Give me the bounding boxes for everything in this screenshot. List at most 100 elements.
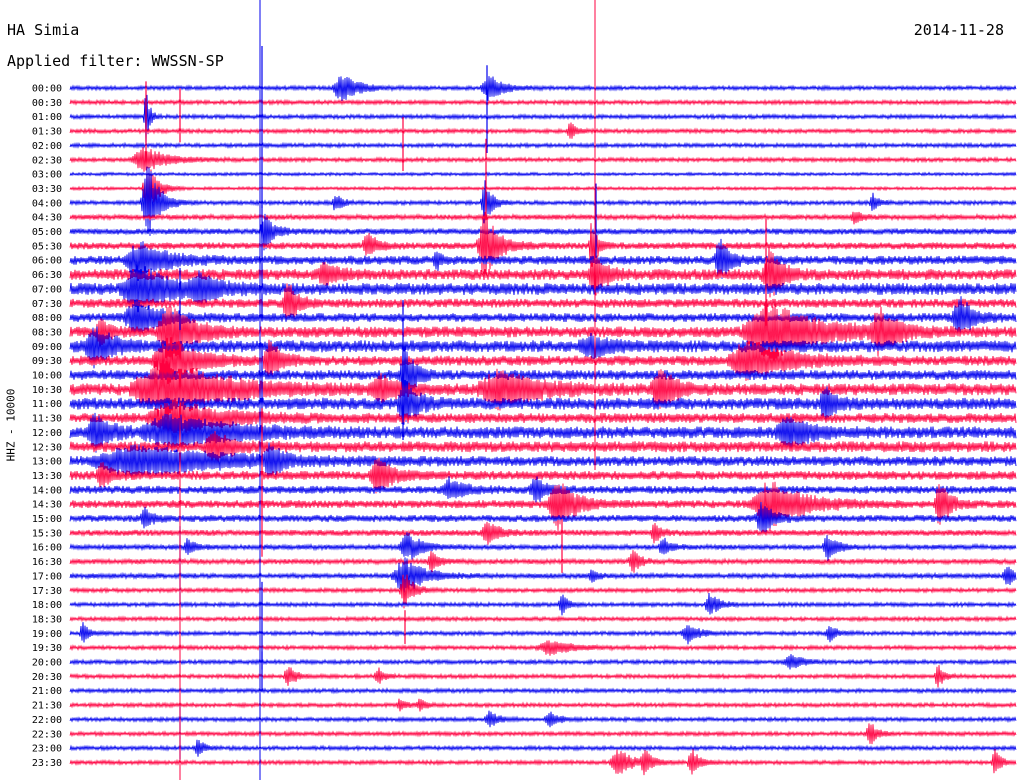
time-label: 12:00 (32, 428, 62, 439)
time-label: 11:30 (32, 414, 62, 425)
time-label: 21:00 (32, 686, 62, 697)
plot-date: 2014-11-28 (913, 21, 1004, 39)
trace-row (69, 76, 1017, 101)
time-label: 13:30 (32, 471, 62, 482)
time-label: 16:30 (32, 557, 62, 568)
trace-row (69, 379, 1017, 425)
trace-row (69, 211, 1017, 225)
trace-row (69, 442, 1017, 478)
time-label: 04:30 (32, 213, 62, 224)
time-label: 08:00 (32, 313, 62, 324)
time-label: 04:00 (32, 198, 62, 209)
time-label: 06:30 (32, 270, 62, 281)
trace-row (69, 342, 1017, 397)
cross-row-spikes-group (145, 0, 767, 780)
trace-row (69, 238, 1017, 281)
time-label: 02:30 (32, 155, 62, 166)
time-label: 20:30 (32, 672, 62, 683)
time-label: 05:00 (32, 227, 62, 238)
trace-row (69, 122, 1017, 139)
trace-row (69, 247, 1017, 298)
time-label: 17:00 (32, 571, 62, 582)
trace-row (69, 686, 1017, 695)
time-label: 21:30 (32, 701, 62, 712)
time-label: 03:30 (32, 184, 62, 195)
trace-row (69, 640, 1017, 656)
time-label: 01:00 (32, 112, 62, 123)
filter-label: Applied filter: WWSSN-SP (7, 52, 224, 70)
time-label: 09:00 (32, 342, 62, 353)
trace-row (69, 739, 1017, 757)
time-label: 12:30 (32, 442, 62, 453)
trace-row (69, 615, 1017, 623)
trace-row (69, 723, 1017, 745)
time-label: 16:00 (32, 543, 62, 554)
time-label: 05:30 (32, 241, 62, 252)
trace-row (69, 710, 1017, 728)
time-labels-group: 00:00 00:30 01:00 01:30 02:00 02:30 03:00 03:30… (32, 84, 62, 769)
trace-row (69, 501, 1017, 533)
time-label: 10:00 (32, 371, 62, 382)
trace-row (69, 532, 1017, 562)
time-label: 06:00 (32, 256, 62, 267)
time-label: 17:30 (32, 586, 62, 597)
time-label: 15:30 (32, 528, 62, 539)
trace-row (69, 213, 1017, 251)
time-label: 23:30 (32, 758, 62, 769)
time-label: 20:00 (32, 658, 62, 669)
time-label: 14:00 (32, 485, 62, 496)
time-label: 19:30 (32, 643, 62, 654)
trace-row (69, 412, 1017, 453)
time-label: 11:00 (32, 399, 62, 410)
time-label: 22:00 (32, 715, 62, 726)
time-label: 15:00 (32, 514, 62, 525)
time-label: 07:30 (32, 299, 62, 310)
trace-row (69, 337, 1017, 385)
trace-row (69, 431, 1017, 463)
trace-row (69, 357, 1017, 420)
trace-row (69, 264, 1017, 313)
trace-row (69, 622, 1017, 645)
trace-row (69, 574, 1017, 609)
trace-row (69, 521, 1017, 545)
trace-row (69, 550, 1017, 573)
trace-row (69, 94, 1017, 148)
trace-row (69, 654, 1017, 670)
time-label: 18:30 (32, 614, 62, 625)
time-label: 19:00 (32, 629, 62, 640)
trace-row (69, 168, 1017, 217)
traces-group (69, 76, 1017, 776)
trace-row (69, 481, 1017, 531)
time-label: 10:30 (32, 385, 62, 396)
time-label: 13:00 (32, 457, 62, 468)
time-label: 02:00 (32, 141, 62, 152)
trace-row (69, 299, 1017, 362)
trace-row (69, 665, 1017, 688)
trace-row (69, 296, 1017, 337)
trace-row (69, 748, 1017, 776)
time-label: 08:30 (32, 327, 62, 338)
trace-row (69, 557, 1017, 593)
time-label: 14:30 (32, 500, 62, 511)
time-label: 09:30 (32, 356, 62, 367)
trace-row (69, 98, 1017, 107)
trace-row (69, 592, 1017, 616)
time-label: 22:30 (32, 729, 62, 740)
time-label: 07:00 (32, 284, 62, 295)
time-label: 03:00 (32, 170, 62, 181)
time-label: 00:00 (32, 84, 62, 95)
trace-row (69, 171, 1017, 178)
trace-row (69, 476, 1017, 503)
trace-row (69, 698, 1017, 712)
trace-row (69, 457, 1017, 494)
trace-row (69, 211, 1017, 278)
time-label: 00:30 (32, 98, 62, 109)
time-label: 01:30 (32, 127, 62, 138)
time-label: 23:00 (32, 744, 62, 755)
station-name: HA Simia (7, 21, 80, 39)
trace-row (69, 398, 1017, 437)
time-label: 18:00 (32, 600, 62, 611)
trace-row (69, 147, 1017, 172)
trace-row (69, 283, 1017, 320)
